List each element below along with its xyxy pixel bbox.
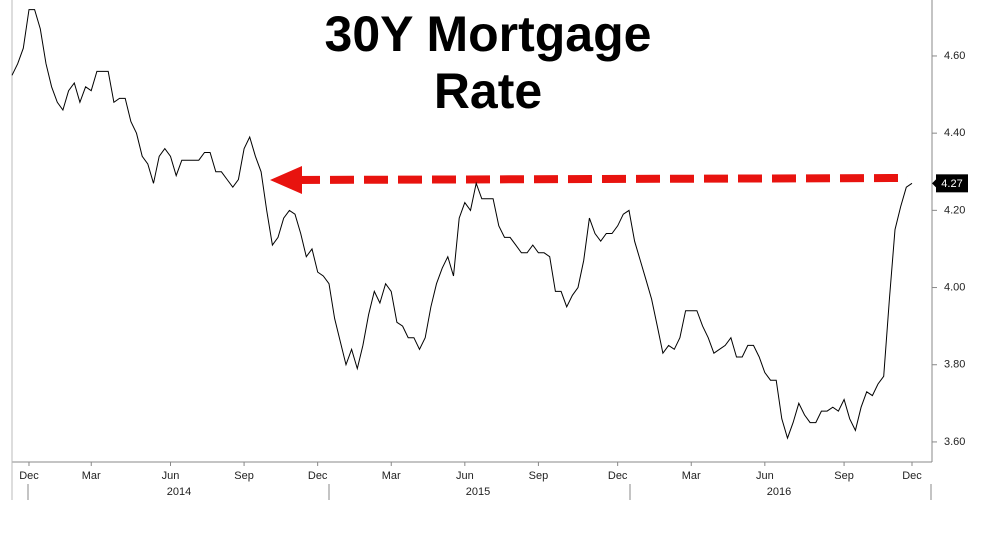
last-value-label: 4.27 <box>941 178 962 190</box>
x-tick-label: Mar <box>682 470 701 482</box>
x-tick-label: Mar <box>382 470 401 482</box>
last-value-pointer <box>932 178 937 189</box>
x-tick-label: Jun <box>756 470 774 482</box>
year-label: 2015 <box>466 486 490 498</box>
x-tick-label: Sep <box>234 470 254 482</box>
x-tick-label: Sep <box>529 470 549 482</box>
chart-title: 30Y Mortgage Rate <box>324 6 652 119</box>
arrow-head <box>270 166 302 194</box>
x-tick-label: Dec <box>308 470 328 482</box>
y-tick-label: 3.60 <box>944 436 965 448</box>
arrow <box>270 166 909 194</box>
arrow-shaft <box>295 174 909 184</box>
line <box>11 9 913 440</box>
y-tick-label: 4.40 <box>944 127 965 139</box>
x-tick-label: Mar <box>82 470 101 482</box>
y-tick-label: 4.60 <box>944 50 965 62</box>
x-tick-label: Jun <box>456 470 474 482</box>
y-tick-label: 3.80 <box>944 359 965 371</box>
year-label: 2014 <box>167 486 191 498</box>
y-tick-label: 4.00 <box>944 281 965 293</box>
y-tick-label: 4.20 <box>944 204 965 216</box>
x-tick-label: Dec <box>608 470 628 482</box>
year-label: 2016 <box>767 486 791 498</box>
x-tick-label: Jun <box>162 470 180 482</box>
x-tick-label: Dec <box>19 470 39 482</box>
x-tick-label: Sep <box>834 470 854 482</box>
last-value-box <box>936 174 968 193</box>
x-tick-label: Dec <box>902 470 922 482</box>
